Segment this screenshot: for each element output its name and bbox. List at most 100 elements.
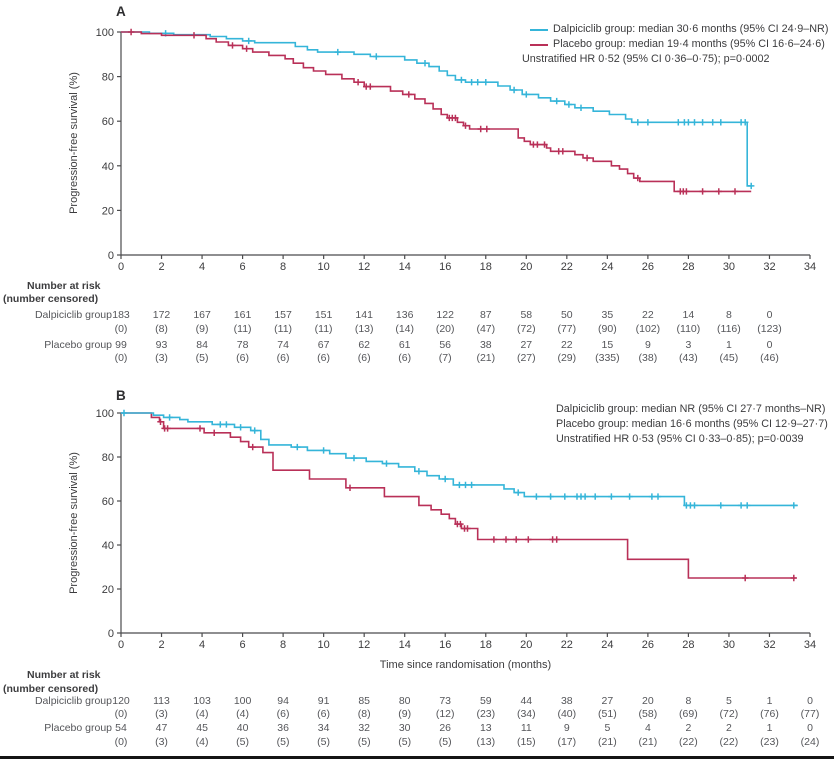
censor-tick — [373, 53, 380, 60]
risk-censored: (77) — [800, 708, 820, 720]
risk-value: 36 — [277, 722, 289, 734]
censor-tick — [490, 536, 498, 543]
censor-tick — [553, 536, 560, 543]
risk-censored: (11) — [233, 323, 252, 335]
risk-value: 44 — [520, 695, 533, 707]
censor-tick — [553, 97, 560, 105]
censor-tick — [468, 481, 475, 489]
x-tick-label: 30 — [723, 261, 735, 273]
legend-text: Placebo group: median 19·4 months (95% C… — [553, 38, 825, 50]
risk-censored: (6) — [276, 352, 290, 364]
risk-censored: (23) — [476, 708, 496, 720]
risk-header-b-line1: Number at risk — [27, 669, 101, 681]
risk-value: 5 — [604, 722, 611, 734]
risk-value: 167 — [193, 309, 211, 321]
censor-tick — [699, 188, 706, 195]
risk-censored: (335) — [595, 352, 620, 364]
censor-tick — [742, 119, 749, 126]
risk-value: 13 — [479, 722, 492, 734]
censor-tick — [421, 60, 429, 67]
x-tick-label: 6 — [240, 639, 246, 651]
risk-value: 87 — [479, 309, 492, 321]
risk-censored: (69) — [679, 708, 698, 720]
risk-censored: (6) — [357, 352, 371, 364]
risk-censored: (4) — [195, 708, 209, 720]
risk-censored: (123) — [757, 323, 782, 335]
risk-censored: (29) — [557, 352, 577, 364]
risk-censored: (6) — [236, 352, 250, 364]
x-tick-label: 8 — [280, 639, 286, 651]
risk-censored: (9) — [195, 323, 209, 335]
risk-censored: (4) — [195, 736, 209, 748]
censor-tick — [685, 119, 692, 126]
censor-tick — [442, 475, 449, 483]
risk-value: 91 — [317, 695, 330, 707]
y-tick-label: 80 — [102, 452, 114, 464]
risk-censored: (72) — [719, 708, 739, 720]
censor-tick — [462, 481, 469, 489]
risk-censored: (20) — [435, 323, 455, 335]
km-curve-dalpiciclib — [121, 31, 753, 187]
censor-tick — [534, 141, 541, 148]
censor-tick — [383, 460, 390, 467]
censor-tick — [525, 536, 532, 543]
risk-value: 3 — [685, 339, 692, 351]
censor-tick — [157, 418, 164, 425]
censor-tick — [731, 188, 739, 195]
risk-censored: (116) — [717, 323, 741, 335]
dalpiciclib-line-swatch — [530, 28, 548, 31]
risk-value: 8 — [725, 309, 732, 321]
risk-censored: (77) — [557, 323, 577, 335]
censor-tick — [510, 86, 518, 94]
x-tick-label: 16 — [439, 261, 451, 273]
risk-censored: (46) — [760, 352, 779, 364]
censor-tick — [715, 188, 722, 195]
risk-censored: (14) — [395, 323, 415, 335]
x-tick-label: 2 — [158, 261, 164, 273]
x-axis-label: Time since randomisation (months) — [379, 659, 552, 671]
censor-tick — [164, 425, 171, 432]
x-tick-label: 34 — [804, 639, 816, 651]
axes — [117, 31, 811, 259]
x-tick-label: 26 — [642, 261, 654, 273]
risk-censored: (21) — [598, 736, 617, 748]
censor-tick — [474, 79, 481, 86]
risk-value: 0 — [766, 309, 773, 321]
panel-a-label: A — [116, 4, 126, 19]
km-curve-dalpiciclib — [121, 412, 798, 507]
x-tick-label: 12 — [358, 639, 370, 651]
censor-tick — [744, 502, 751, 509]
censor-tick — [229, 42, 236, 49]
x-tick-label: 24 — [601, 261, 613, 273]
risk-value: 59 — [479, 695, 492, 707]
y-tick-label: 60 — [102, 116, 114, 128]
risk-value: 22 — [642, 309, 654, 321]
risk-censored: (6) — [317, 352, 331, 364]
risk-value: 56 — [439, 339, 452, 351]
risk-censored: (90) — [598, 323, 617, 335]
risk-value: 8 — [685, 695, 692, 707]
censor-tick — [790, 502, 797, 509]
risk-value: 0 — [807, 695, 813, 707]
risk-censored: (5) — [317, 736, 331, 748]
legend-text: Dalpiciclib group: median 30·6 months (9… — [553, 23, 829, 35]
censor-tick — [456, 481, 463, 489]
risk-value: 27 — [520, 339, 533, 351]
censor-tick — [523, 91, 530, 98]
panel-b-chart: 0 2 4 6 8 10 12 14 16 18 20 22 24 26 28 30 32 34020406080… — [96, 408, 816, 651]
panel-a-y-axis-label: Progression-free survival (%) — [68, 72, 80, 214]
bottom-rule — [0, 756, 834, 759]
x-tick-label: 16 — [439, 639, 451, 651]
risk-value: 27 — [601, 695, 614, 707]
risk-censored: (72) — [516, 323, 536, 335]
x-tick-label: 18 — [480, 261, 492, 273]
risk-censored: (9) — [398, 708, 412, 720]
risk-censored: (102) — [635, 323, 661, 335]
censor-tick — [654, 493, 662, 500]
censor-tick — [691, 119, 698, 126]
risk-value: 99 — [115, 339, 127, 351]
km-curve-placebo — [121, 31, 752, 193]
censor-tick — [515, 489, 522, 496]
risk-censored: (8) — [155, 323, 168, 335]
